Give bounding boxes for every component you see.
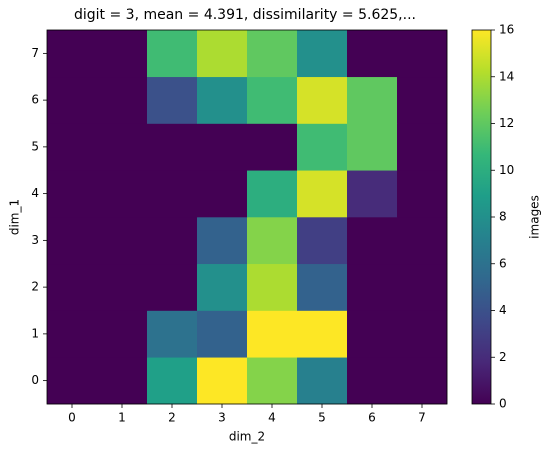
heatmap-cell xyxy=(347,76,398,124)
heatmap-cell xyxy=(147,123,198,171)
x-tick-label: 3 xyxy=(218,411,226,425)
x-tick-label: 4 xyxy=(268,411,276,425)
heatmap-cell xyxy=(247,170,298,218)
heatmap-cell xyxy=(297,30,348,78)
heatmap-cell xyxy=(47,263,98,311)
heatmap-cell xyxy=(197,170,248,218)
heatmap-cell xyxy=(397,123,448,171)
heatmap-cell xyxy=(297,170,348,218)
heatmap-cell xyxy=(247,263,298,311)
colorbar-tick-label: 4 xyxy=(499,303,507,317)
heatmap-cell xyxy=(347,263,398,311)
heatmap-cell xyxy=(197,76,248,124)
x-tick-label: 0 xyxy=(68,411,76,425)
heatmap-cell xyxy=(297,310,348,358)
heatmap-cell xyxy=(397,217,448,265)
heatmap-cell xyxy=(247,30,298,78)
heatmap-cell xyxy=(47,170,98,218)
heatmap-cell xyxy=(247,310,298,358)
x-tick-label: 6 xyxy=(368,411,376,425)
heatmap-cell xyxy=(397,170,448,218)
heatmap-cell xyxy=(147,357,198,405)
heatmap-cell xyxy=(197,263,248,311)
heatmap-cell xyxy=(347,30,398,78)
heatmap-cell xyxy=(47,76,98,124)
heatmap-cell xyxy=(197,357,248,405)
y-tick-label: 3 xyxy=(31,233,39,247)
heatmap-cell xyxy=(397,310,448,358)
colorbar xyxy=(471,29,492,405)
heatmap-cell xyxy=(147,217,198,265)
y-tick-label: 2 xyxy=(31,280,39,294)
heatmap-cell xyxy=(147,263,198,311)
heatmap-cell xyxy=(247,217,298,265)
heatmap-cell xyxy=(297,357,348,405)
heatmap-cell xyxy=(397,76,448,124)
colorbar-tick-label: 16 xyxy=(499,23,514,37)
heatmap-cell xyxy=(197,310,248,358)
heatmap-cell xyxy=(347,217,398,265)
heatmap-cell xyxy=(297,263,348,311)
x-tick-label: 5 xyxy=(318,411,326,425)
colorbar-tick-label: 0 xyxy=(499,397,507,411)
heatmap-cell xyxy=(347,170,398,218)
heatmap-cell xyxy=(47,217,98,265)
heatmap-cell xyxy=(347,357,398,405)
x-tick-label: 2 xyxy=(168,411,176,425)
y-tick-label: 6 xyxy=(31,93,39,107)
y-axis-label: dim_1 xyxy=(8,199,22,235)
heatmap-cell xyxy=(97,217,148,265)
colorbar-tick-label: 12 xyxy=(499,116,514,130)
heatmap-cell xyxy=(247,123,298,171)
colorbar-label: images xyxy=(528,195,542,239)
heatmap-cell xyxy=(97,263,148,311)
heatmap-cell xyxy=(247,357,298,405)
heatmap-cell xyxy=(197,217,248,265)
chart-title: digit = 3, mean = 4.391, dissimilarity =… xyxy=(74,7,416,23)
x-tick-label: 7 xyxy=(418,411,426,425)
heatmap-cell xyxy=(297,123,348,171)
heatmap-cell xyxy=(97,30,148,78)
heatmap-cell xyxy=(47,123,98,171)
colorbar-tick-label: 2 xyxy=(499,350,507,364)
colorbar-tick-label: 10 xyxy=(499,163,514,177)
heatmap-cell xyxy=(247,76,298,124)
heatmap-cell xyxy=(347,310,398,358)
heatmap-cell xyxy=(147,76,198,124)
heatmap-cell xyxy=(147,30,198,78)
x-axis-label: dim_2 xyxy=(229,430,265,444)
heatmap-cell xyxy=(197,123,248,171)
heatmap-cell xyxy=(297,76,348,124)
colorbar-tick-label: 14 xyxy=(499,69,514,83)
heatmap-cell xyxy=(47,310,98,358)
y-tick-label: 5 xyxy=(31,139,39,153)
heatmap-cell xyxy=(47,357,98,405)
heatmap-cell xyxy=(297,217,348,265)
heatmap-cell xyxy=(97,310,148,358)
y-tick-label: 4 xyxy=(31,186,39,200)
heatmap-cell xyxy=(147,170,198,218)
plot-frame xyxy=(46,29,448,405)
heatmap-cell xyxy=(47,30,98,78)
heatmap-cell xyxy=(397,357,448,405)
heatmap-cell xyxy=(97,76,148,124)
heatmap-cell xyxy=(197,30,248,78)
y-tick-label: 1 xyxy=(31,326,39,340)
heatmap-cell xyxy=(97,170,148,218)
y-tick-label: 0 xyxy=(31,373,39,387)
heatmap-cell xyxy=(397,30,448,78)
colorbar-tick-label: 6 xyxy=(499,256,507,270)
heatmap-cell xyxy=(347,123,398,171)
y-tick-label: 7 xyxy=(31,46,39,60)
colorbar-tick-label: 8 xyxy=(499,210,507,224)
heatmap-cell xyxy=(147,310,198,358)
heatmap-cell xyxy=(97,357,148,405)
heatmap-cell xyxy=(397,263,448,311)
heatmap-cell xyxy=(97,123,148,171)
x-tick-label: 1 xyxy=(118,411,126,425)
